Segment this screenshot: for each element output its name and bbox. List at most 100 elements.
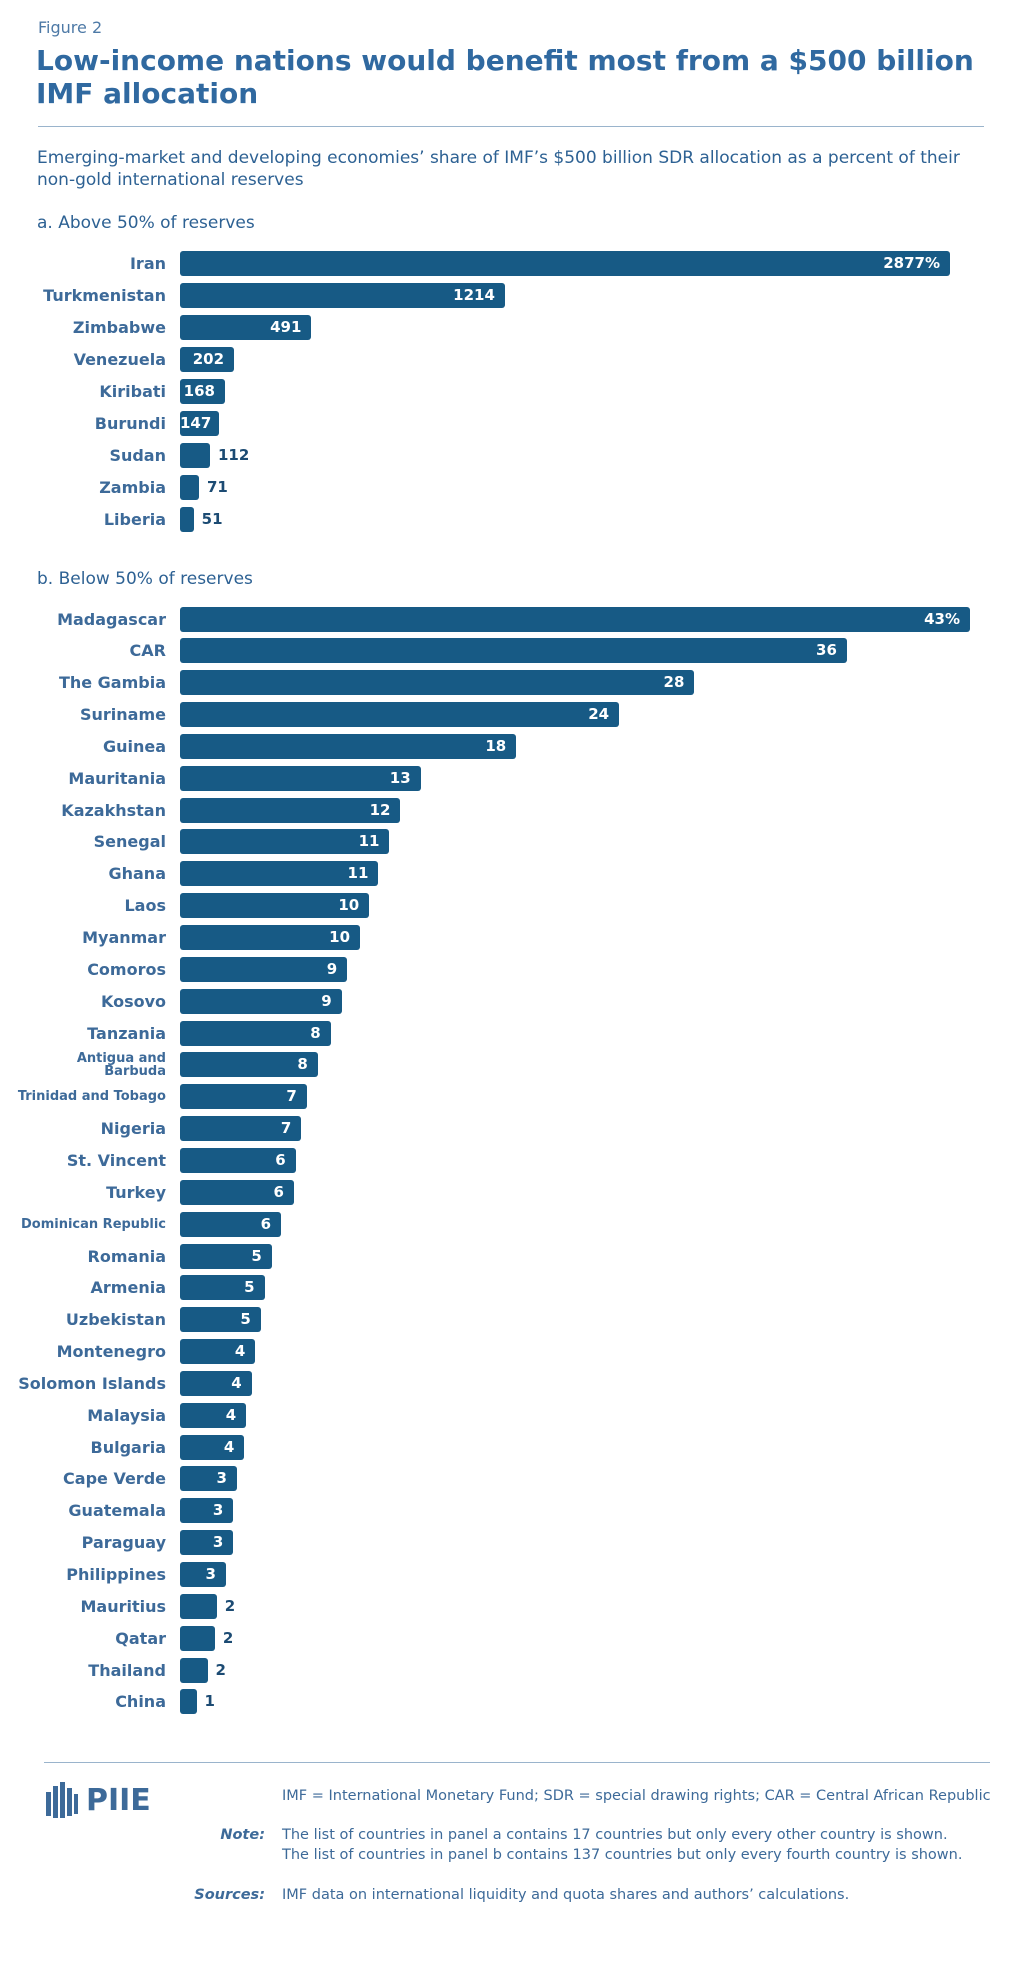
title: Low-income nations would benefit most fr…: [36, 44, 974, 110]
value-label: 71: [207, 477, 228, 496]
category-label: China: [115, 1692, 166, 1712]
sources-label: Sources:: [194, 1887, 265, 1903]
bar: [180, 1370, 252, 1396]
subtitle: Emerging-market and developing economies…: [37, 148, 960, 190]
bar: [180, 1307, 261, 1333]
bar: [180, 1593, 217, 1619]
value-label: 11: [347, 864, 369, 883]
bar: [180, 797, 401, 823]
value-label: 36: [816, 641, 837, 660]
value-label: 7: [280, 1119, 292, 1138]
panel-title: a. Above 50% of reserves: [37, 213, 255, 233]
category-label: Thailand: [88, 1660, 166, 1680]
value-label: 3: [216, 1469, 227, 1488]
value-label: 10: [338, 896, 360, 915]
category-label: Kosovo: [100, 991, 166, 1011]
category-label: Comoros: [87, 959, 166, 979]
bar: [180, 861, 379, 887]
category-label: Bulgaria: [90, 1437, 167, 1457]
value-label: 3: [212, 1533, 224, 1552]
category-label: Suriname: [80, 705, 166, 725]
bar: [180, 1147, 296, 1173]
bar: [180, 1657, 208, 1683]
category-label: Zambia: [99, 477, 166, 497]
bar: [180, 506, 194, 532]
value-label: 7: [286, 1087, 297, 1106]
value-label: 5: [244, 1278, 255, 1297]
bar: [180, 1625, 215, 1651]
value-label: 24: [588, 705, 610, 724]
value-label: 8: [297, 1055, 308, 1074]
value-label: 10: [329, 928, 351, 946]
category-label: Iran: [129, 253, 166, 273]
value-label: 5: [251, 1246, 262, 1265]
bar: [180, 893, 370, 919]
bar: [180, 346, 235, 372]
value-label: 12: [369, 800, 391, 819]
value-label: 491: [270, 317, 302, 336]
bar: [180, 829, 390, 855]
category-label: Solomon Islands: [18, 1373, 166, 1393]
value-label: 4: [225, 1405, 237, 1424]
bar: [180, 606, 970, 632]
bar: [180, 1116, 302, 1142]
value-label: 28: [663, 673, 685, 692]
divider: [44, 1762, 990, 1763]
bar: [180, 1211, 282, 1237]
bar: [180, 956, 348, 982]
value-label: 3: [205, 1565, 216, 1583]
bar: [180, 1466, 237, 1492]
value-label: 43%: [924, 609, 960, 628]
sources: IMF data on international liquidity and …: [282, 1887, 850, 1903]
category-label: Turkmenistan: [43, 285, 166, 305]
category-label: Laos: [124, 896, 166, 916]
value-label: 6: [260, 1214, 272, 1233]
category-label: St. Vincent: [66, 1150, 166, 1170]
bar: [180, 410, 220, 436]
category-label: Qatar: [115, 1628, 166, 1648]
category-label: Antigua and Barbuda: [76, 1050, 166, 1079]
bar: [180, 1689, 197, 1715]
bar: [180, 314, 312, 340]
value-label: 8: [310, 1023, 321, 1042]
bar: [180, 638, 847, 664]
bar: [180, 1179, 294, 1205]
category-label: Venezuela: [73, 349, 166, 369]
category-label: Tanzania: [87, 1023, 166, 1043]
value-label: 202: [192, 349, 225, 368]
bar: [180, 988, 342, 1014]
category-label: Cape Verde: [63, 1469, 166, 1489]
note-line: The list of countries in panel a contain…: [282, 1827, 948, 1843]
category-label: Madagascar: [57, 609, 166, 629]
bar: [180, 765, 421, 791]
category-label: Kiribati: [99, 381, 166, 401]
category-label: Ghana: [108, 864, 166, 884]
logo-text: PIIE: [86, 1782, 151, 1818]
category-label: Nigeria: [100, 1119, 166, 1139]
value-label: 6: [273, 1182, 284, 1201]
value-label: 112: [217, 445, 250, 464]
value-label: 11: [358, 832, 380, 851]
category-label: Trinidad and Tobago: [17, 1089, 166, 1105]
logo: PIIE: [44, 1780, 151, 1820]
panel-title: b. Below 50% of reserves: [37, 569, 253, 589]
category-label: Kazakhstan: [61, 800, 166, 820]
bar: [180, 733, 517, 759]
value-label: 1: [204, 1692, 215, 1711]
category-label: Montenegro: [56, 1342, 166, 1362]
category-label: Uzbekistan: [65, 1310, 166, 1330]
bar: [180, 670, 695, 696]
category-label: Philippines: [66, 1565, 166, 1584]
category-label: Malaysia: [87, 1405, 166, 1425]
bar: [180, 1052, 318, 1078]
bar: [180, 474, 199, 500]
category-label: Mauritius: [80, 1596, 166, 1616]
value-label: 18: [485, 736, 507, 755]
note-line: The list of countries in panel b contain…: [282, 1847, 963, 1863]
category-label: Burundi: [94, 413, 166, 433]
bar: [180, 1243, 272, 1269]
value-label: 4: [234, 1342, 246, 1361]
bar: [180, 1020, 331, 1046]
divider: [38, 126, 984, 127]
category-label: Mauritania: [68, 768, 166, 788]
